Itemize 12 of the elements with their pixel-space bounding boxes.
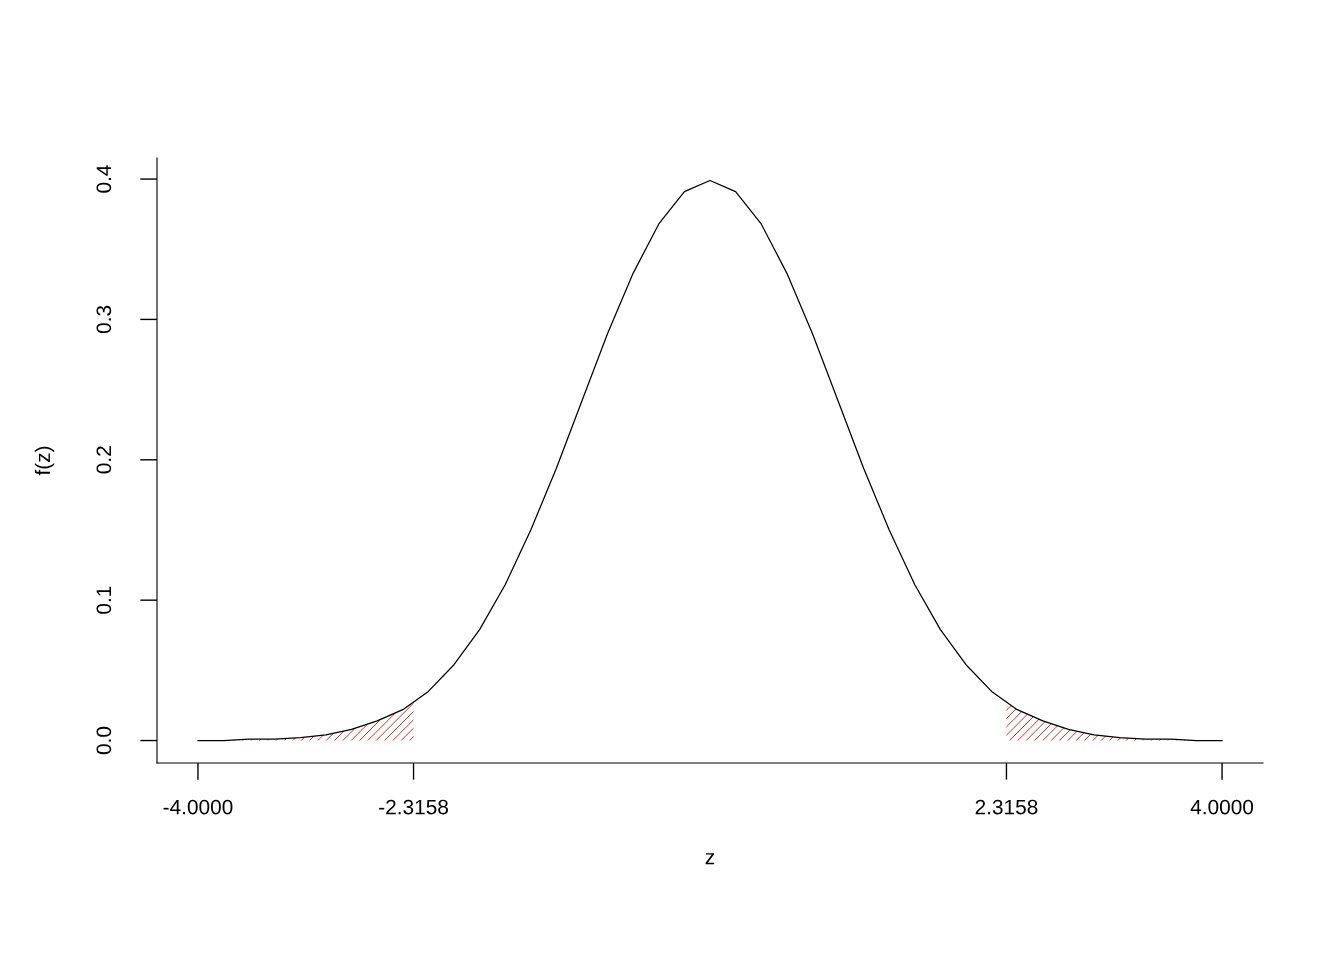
- x-tick-label: -2.3158: [379, 799, 448, 815]
- x-tick-label: 4.0000: [1190, 799, 1254, 815]
- y-tick-label: 0.0: [96, 726, 112, 755]
- y-tick-label: 0.3: [96, 305, 112, 334]
- line-series: [197, 179, 1223, 742]
- y-tick-label: 0.1: [96, 586, 112, 614]
- x-tick-label: 2.3158: [975, 799, 1038, 815]
- y-tick-label: 0.4: [96, 165, 112, 193]
- y-tick-label: 0.2: [96, 446, 112, 474]
- x-axis-title: z: [705, 853, 715, 865]
- y-axis-title: f(z): [34, 446, 55, 476]
- x-tick-label: -4.0000: [163, 799, 233, 815]
